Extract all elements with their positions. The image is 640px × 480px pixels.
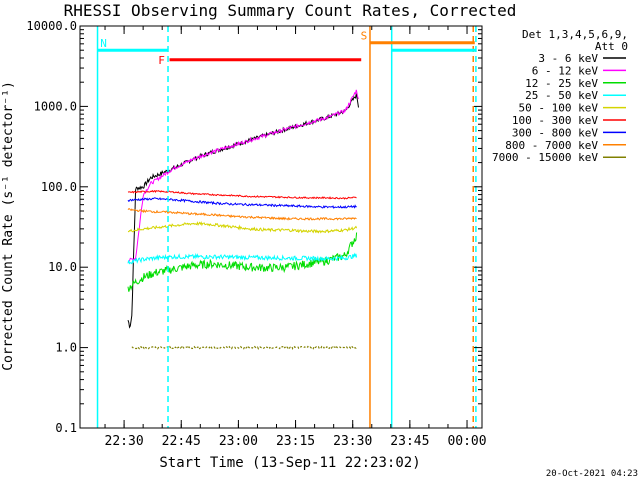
series-line — [127, 197, 357, 209]
x-tick-label: 22:30 — [105, 434, 144, 449]
legend-label: 50 - 100 keV — [519, 102, 599, 115]
legend-label: 25 - 50 keV — [525, 89, 598, 102]
annotation-layer: N F S — [96, 26, 477, 428]
legend-label: 100 - 300 keV — [512, 114, 598, 127]
series-line — [127, 252, 358, 265]
legend-label: 7000 - 15000 keV — [492, 151, 598, 164]
y-tick-label: 1.0 — [55, 341, 77, 355]
legend-header: Det 1,3,4,5,6,9, — [522, 28, 628, 41]
y-tick-label: 10000.0 — [26, 19, 77, 33]
y-tick-label: 0.1 — [55, 421, 77, 435]
legend-label: 800 - 7000 keV — [505, 139, 598, 152]
x-tick-label: 23:45 — [390, 434, 429, 449]
y-axis-label: Corrected Count Rate (s⁻¹ detector⁻¹) — [1, 81, 16, 371]
series-line — [127, 232, 358, 292]
x-axis-label: Start Time (13-Sep-11 22:23:02) — [159, 455, 420, 471]
series-line — [127, 189, 357, 200]
legend-label: 3 - 6 keV — [538, 52, 598, 65]
legend-label: 300 - 800 keV — [512, 126, 598, 139]
y-tick-label: 1000.0 — [34, 99, 77, 113]
x-tick-label: 22:45 — [162, 434, 201, 449]
series-line — [127, 89, 359, 263]
series-line — [127, 208, 357, 221]
annotation-label: N — [100, 37, 107, 50]
x-tick-label: 23:15 — [276, 434, 315, 449]
legend-label: 12 - 25 keV — [525, 77, 598, 90]
x-tick-label: 00:00 — [447, 434, 486, 449]
y-tick-label: 10.0 — [48, 260, 77, 274]
annotation-label: S — [361, 30, 368, 43]
legend-header: Att 0 — [595, 40, 628, 53]
series-layer — [127, 89, 359, 350]
series-line — [131, 345, 358, 350]
annotation-label: F — [158, 54, 165, 67]
chart-title: RHESSI Observing Summary Count Rates, Co… — [64, 1, 517, 20]
x-tick-label: 23:30 — [333, 434, 372, 449]
legend-label: 6 - 12 keV — [532, 64, 599, 77]
plot-frame — [79, 25, 483, 429]
footer-timestamp: 20-Oct-2021 04:23 — [546, 469, 638, 479]
y-tick-label: 100.0 — [41, 180, 77, 194]
x-tick-label: 23:00 — [219, 434, 258, 449]
axes-layer: 0.1 1.0 10.0 100.0 1000.0 10000.0 22:30 22:45 23… — [26, 19, 486, 449]
series-line — [127, 221, 358, 234]
